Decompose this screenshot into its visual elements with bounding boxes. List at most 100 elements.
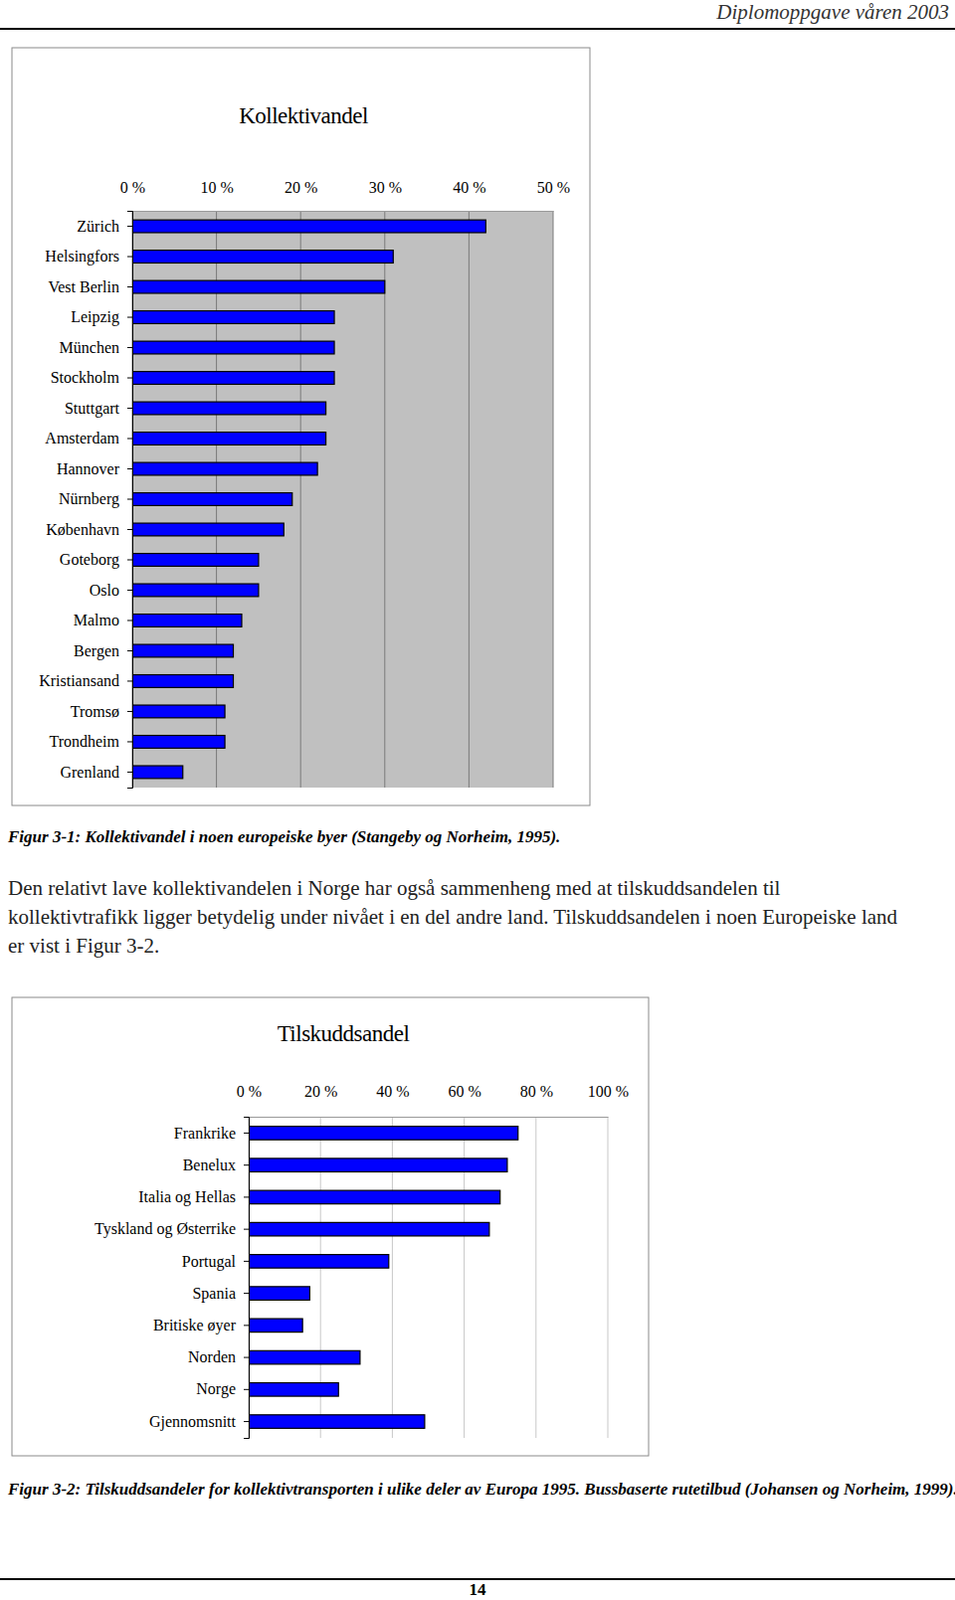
bar (132, 311, 335, 325)
tick-mark (127, 529, 133, 531)
axis-line (133, 210, 555, 212)
bar (248, 1190, 501, 1205)
axis-line (249, 1117, 609, 1119)
bar (248, 1350, 361, 1365)
tick: Kristiansand (38, 672, 133, 690)
tick: 40 % (376, 1083, 409, 1118)
tick: 0 % (120, 179, 146, 211)
tick-label: Norden (188, 1348, 236, 1366)
bar (132, 341, 335, 355)
tick: Britiske øyer (153, 1317, 249, 1336)
tick-mark (243, 1421, 249, 1423)
tick-label: 0 % (120, 179, 146, 196)
tick-mark (127, 771, 133, 773)
tick-label: Benelux (183, 1156, 236, 1174)
bar (132, 705, 225, 719)
tick-mark (127, 347, 133, 349)
bars (248, 1127, 519, 1430)
bar (248, 1255, 389, 1270)
tick-mark (127, 589, 133, 591)
bar (132, 250, 393, 264)
bar (248, 1222, 490, 1237)
tick: Malmo (73, 611, 133, 629)
tick: Bergen (73, 642, 133, 661)
tick-mark (243, 1229, 249, 1231)
bar (132, 462, 318, 476)
tick-label: Grenland (59, 764, 120, 781)
chart-frame (11, 997, 649, 1457)
tick-mark (127, 711, 133, 713)
grid-line (468, 210, 470, 788)
tick-label: 10 % (199, 179, 233, 196)
tick-mark (127, 619, 133, 621)
tick-label: Italia og Hellas (138, 1188, 236, 1207)
tick: Spania (191, 1285, 249, 1304)
tick-label: Trondheim (48, 733, 120, 751)
tick: 20 % (304, 1083, 338, 1118)
tick: Norden (188, 1348, 249, 1366)
bar (132, 583, 259, 597)
tick-mark (243, 1389, 249, 1391)
tick-label: Kristiansand (38, 672, 120, 690)
axis-line (243, 1118, 250, 1440)
tick: 60 % (447, 1083, 481, 1118)
tick-mark (127, 286, 133, 288)
y-axis: FrankrikeBeneluxItalia og HellasTyskland… (94, 1118, 249, 1440)
tick-label: Frankrike (174, 1125, 236, 1143)
chart: Kollektivandel 0 % 10 % 20 % 30 % 40 % 50 % Zür… (11, 47, 590, 806)
page-number: 14 (0, 1580, 955, 1600)
tick: Helsingfors (44, 247, 133, 266)
bar (248, 1319, 303, 1334)
tick-mark (127, 468, 133, 470)
tick: Tromsø (70, 703, 133, 721)
tick-mark (127, 225, 133, 227)
tick-label: 50 % (537, 179, 571, 196)
tick-label: Hannover (56, 460, 121, 478)
tick-mark (243, 1133, 249, 1135)
tick: Stockholm (50, 369, 133, 386)
tick-label: München (59, 339, 120, 357)
bar (132, 614, 242, 628)
tick-mark (127, 256, 133, 258)
tick: München (59, 339, 133, 357)
tick: 30 % (369, 179, 402, 211)
tick-mark (127, 378, 133, 380)
tick: 20 % (284, 179, 318, 211)
tick-label: Vest Berlin (47, 278, 120, 296)
bar (248, 1415, 425, 1430)
grid-line (607, 1117, 609, 1439)
tick-label: 20 % (284, 179, 318, 196)
bar (248, 1383, 339, 1398)
tick-label: 30 % (369, 179, 402, 196)
tick: 80 % (520, 1083, 554, 1118)
tick: Leipzig (70, 308, 133, 327)
bar (248, 1127, 519, 1142)
plot-area (132, 210, 554, 788)
tick-label: 60 % (447, 1083, 481, 1101)
grid-line (535, 1117, 537, 1439)
tick-label: 100 % (587, 1083, 629, 1101)
bar (132, 644, 234, 658)
tick-label: 40 % (376, 1083, 409, 1101)
tick-label: Helsingfors (44, 247, 120, 266)
page-header: Diplomoppgave våren 2003 (716, 0, 950, 25)
figure-caption: Figur 3-1: Kollektivandel i noen europei… (7, 827, 934, 848)
tick: Hannover (56, 460, 133, 478)
tick-label: Spania (191, 1285, 236, 1304)
chart: Tilskuddsandel 0 % 20 % 40 % 60 % 80 % 100 % Fr… (11, 997, 649, 1457)
tick-mark (127, 650, 133, 652)
tick-label: Zürich (76, 217, 120, 235)
plot-area (248, 1117, 608, 1439)
tick-mark (127, 407, 133, 409)
chart-title: Kollektivandel (238, 103, 369, 129)
chart-title: Tilskuddsandel (277, 1021, 410, 1047)
tick-label: 40 % (452, 179, 486, 196)
tick: Italia og Hellas (138, 1188, 249, 1207)
bar (132, 675, 234, 689)
bar (132, 280, 385, 294)
tick-label: 0 % (236, 1083, 262, 1101)
tick: Norge (195, 1380, 249, 1399)
header-rule (0, 27, 955, 30)
tick: Amsterdam (44, 429, 133, 447)
tick-mark (127, 499, 133, 501)
